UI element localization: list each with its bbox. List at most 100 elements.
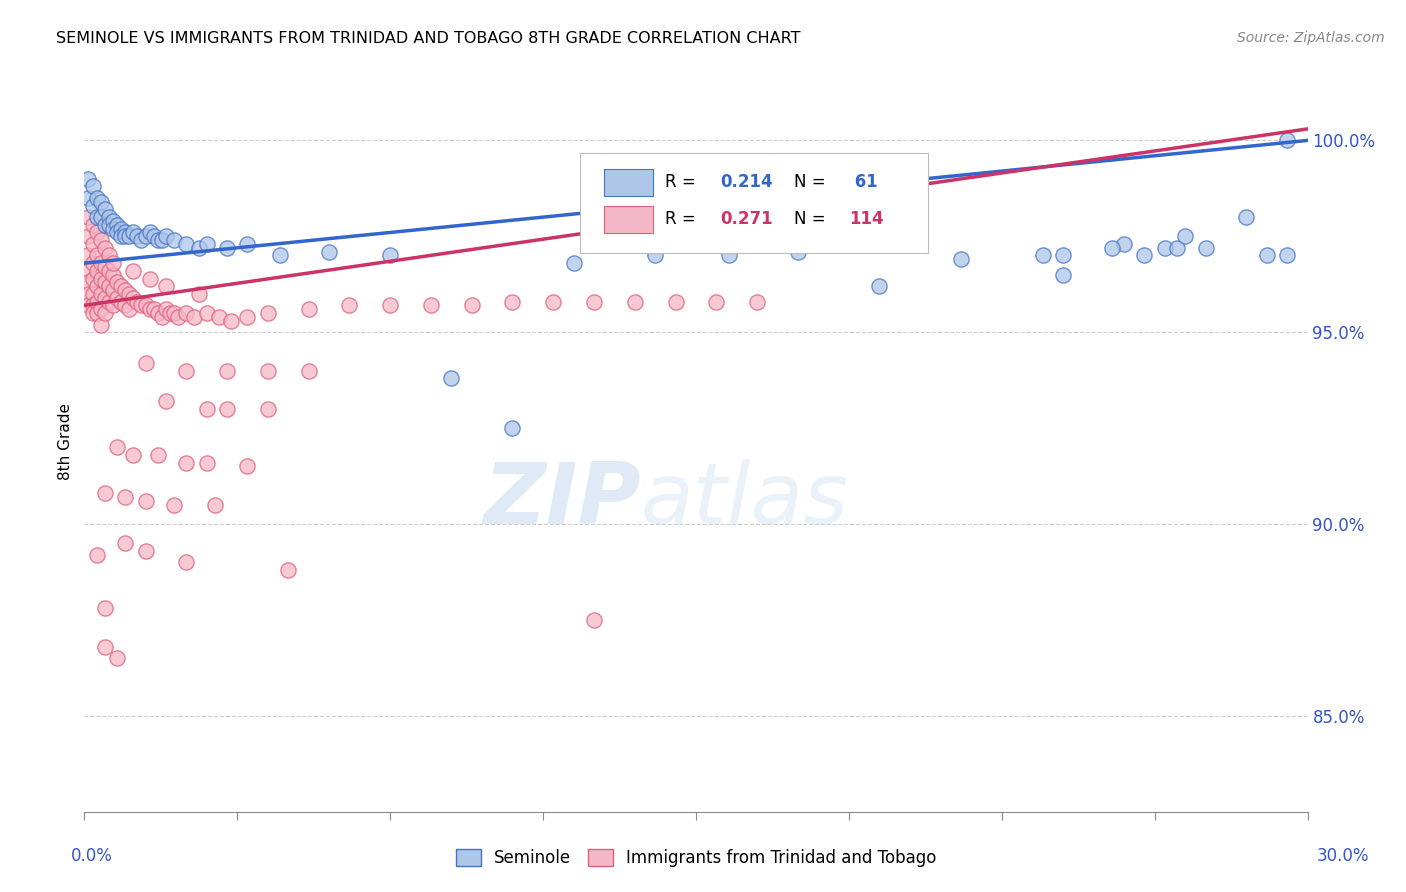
Point: [142, 229, 165, 244]
Point: [90, 271, 112, 285]
Point: [717, 248, 740, 262]
Point: [183, 310, 205, 324]
Point: [118, 229, 141, 244]
Point: [90, 210, 112, 224]
Point: [187, 286, 209, 301]
Point: [97, 218, 120, 232]
FancyBboxPatch shape: [579, 153, 928, 252]
Text: N =: N =: [794, 173, 831, 192]
Point: [122, 264, 145, 278]
Point: [131, 298, 153, 312]
Point: [82, 271, 104, 285]
Point: [77, 298, 100, 312]
Point: [110, 279, 132, 293]
Point: [138, 226, 160, 240]
Point: [93, 276, 115, 290]
Point: [562, 256, 585, 270]
Point: [155, 394, 177, 409]
Point: [86, 264, 108, 278]
Point: [110, 294, 132, 309]
Point: [82, 237, 104, 252]
Point: [150, 233, 173, 247]
Point: [1195, 241, 1218, 255]
Point: [131, 233, 153, 247]
Point: [1166, 241, 1188, 255]
Point: [236, 459, 259, 474]
Point: [665, 294, 688, 309]
Text: 114: 114: [849, 211, 883, 228]
Point: [82, 256, 104, 270]
Point: [1032, 248, 1054, 262]
Point: [236, 237, 259, 252]
Point: [93, 306, 115, 320]
Point: [269, 248, 291, 262]
Point: [135, 356, 157, 370]
Point: [82, 218, 104, 232]
Point: [138, 302, 160, 317]
Point: [339, 298, 361, 312]
Point: [583, 294, 606, 309]
Point: [93, 202, 115, 217]
Point: [1052, 248, 1074, 262]
Point: [122, 291, 145, 305]
Point: [114, 229, 136, 244]
Point: [97, 248, 120, 262]
Point: [86, 294, 108, 309]
Point: [257, 306, 280, 320]
Point: [440, 371, 463, 385]
Point: [1256, 248, 1278, 262]
Point: [114, 536, 136, 550]
Text: N =: N =: [794, 211, 831, 228]
Text: ZIP: ZIP: [484, 459, 641, 542]
Point: [127, 229, 149, 244]
Point: [122, 448, 145, 462]
Point: [298, 363, 321, 377]
Point: [543, 294, 565, 309]
Point: [1114, 237, 1136, 252]
Point: [163, 498, 186, 512]
Point: [93, 601, 115, 615]
Point: [155, 229, 177, 244]
Point: [86, 226, 108, 240]
Point: [195, 237, 218, 252]
Point: [86, 210, 108, 224]
Point: [127, 294, 149, 309]
Point: [135, 298, 157, 312]
Point: [142, 302, 165, 317]
Point: [101, 268, 124, 282]
Point: [236, 310, 259, 324]
Point: [77, 248, 100, 262]
Point: [380, 248, 402, 262]
Point: [118, 302, 141, 317]
Point: [86, 279, 108, 293]
Point: [135, 544, 157, 558]
Point: [90, 318, 112, 332]
Point: [174, 555, 197, 569]
Point: [101, 214, 124, 228]
Point: [86, 306, 108, 320]
Point: [101, 221, 124, 235]
Y-axis label: 8th Grade: 8th Grade: [58, 403, 73, 480]
Point: [114, 490, 136, 504]
Point: [1174, 229, 1197, 244]
Text: atlas: atlas: [641, 459, 849, 542]
Point: [82, 306, 104, 320]
Text: 0.271: 0.271: [720, 211, 773, 228]
Point: [583, 613, 606, 627]
Text: 0.0%: 0.0%: [70, 847, 112, 864]
Point: [93, 291, 115, 305]
Point: [150, 310, 173, 324]
Point: [155, 302, 177, 317]
Point: [77, 171, 100, 186]
Point: [105, 218, 128, 232]
Point: [135, 494, 157, 508]
Point: [1154, 241, 1177, 255]
Point: [195, 401, 218, 416]
Point: [110, 229, 132, 244]
Point: [93, 241, 115, 255]
Text: 61: 61: [849, 173, 877, 192]
Point: [747, 294, 769, 309]
Point: [93, 486, 115, 500]
Point: [217, 241, 239, 255]
Point: [97, 294, 120, 309]
